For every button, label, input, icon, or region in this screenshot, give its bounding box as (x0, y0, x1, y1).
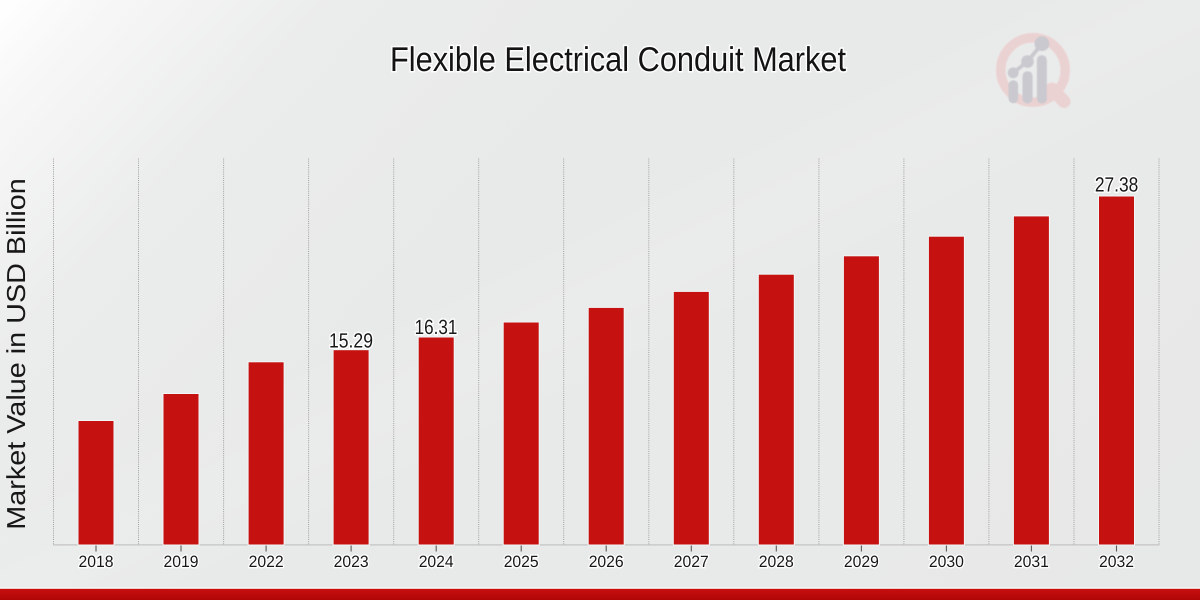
svg-text:15.29: 15.29 (329, 329, 373, 352)
svg-text:Flexible Electrical Conduit Ma: Flexible Electrical Conduit Market (390, 41, 846, 79)
svg-text:2023: 2023 (334, 553, 369, 571)
svg-text:2029: 2029 (844, 553, 879, 571)
svg-text:2032: 2032 (1099, 553, 1134, 571)
svg-text:2028: 2028 (759, 553, 794, 571)
svg-text:2031: 2031 (1014, 553, 1049, 571)
svg-text:27.38: 27.38 (1095, 173, 1139, 196)
svg-text:2025: 2025 (504, 553, 539, 571)
svg-text:2022: 2022 (249, 553, 284, 571)
svg-text:16.31: 16.31 (415, 316, 458, 339)
svg-text:2027: 2027 (674, 553, 709, 571)
svg-text:2018: 2018 (79, 553, 114, 571)
svg-text:2030: 2030 (929, 553, 964, 571)
svg-text:Market Value in USD Billion: Market Value in USD Billion (1, 178, 31, 530)
svg-text:2026: 2026 (589, 553, 624, 571)
svg-text:2024: 2024 (419, 553, 454, 571)
svg-text:2019: 2019 (164, 553, 199, 571)
